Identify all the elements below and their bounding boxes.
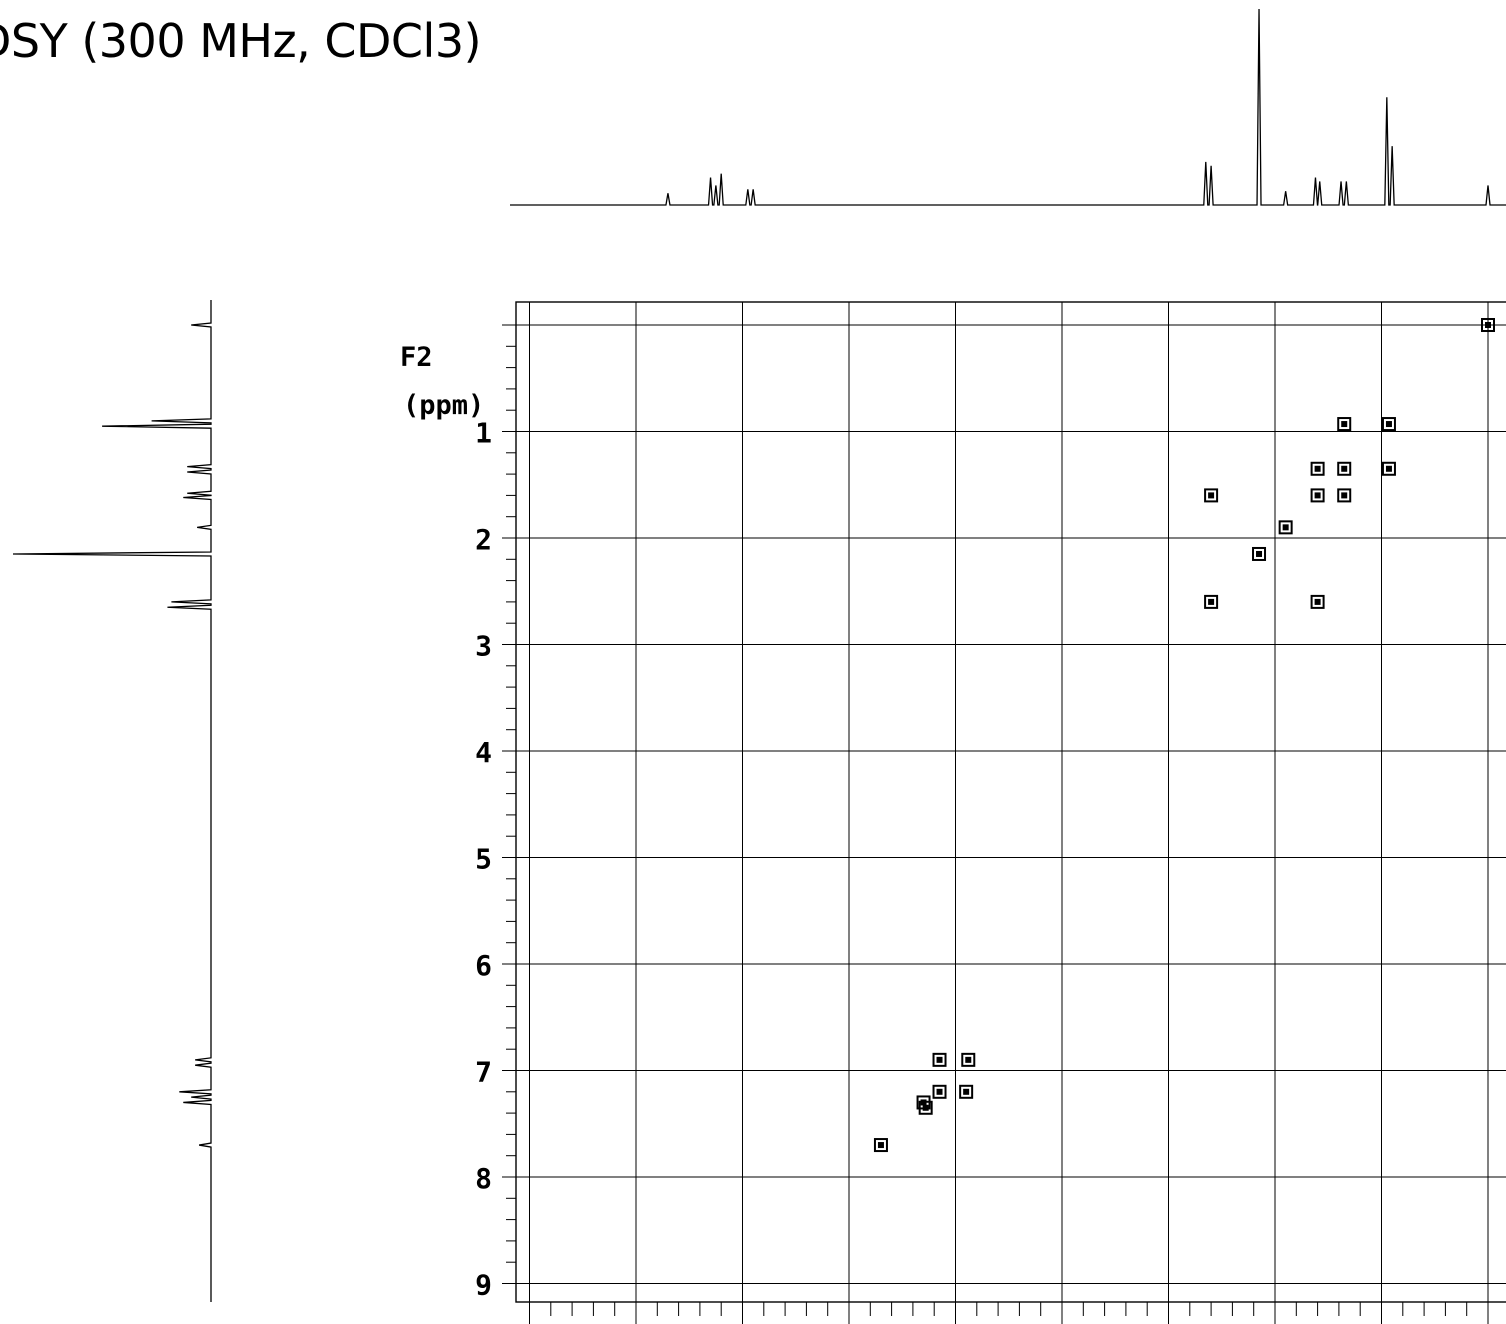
cross-peak-contour [932,1052,947,1067]
y-tick-label: 6 [475,949,492,982]
cross-peak [1278,520,1293,535]
cross-peak [1310,594,1325,609]
cross-peak [1337,488,1352,503]
cross-peak [932,1084,947,1099]
cross-peak-core [936,1088,943,1095]
cross-peak [1337,417,1352,432]
top-spectrum-trace [510,8,1506,206]
cross-peak-core [963,1088,970,1095]
cross-peak-contour [1204,488,1219,503]
cross-peak [1381,461,1396,476]
cross-peak [1252,546,1267,561]
y-tick-label: 4 [475,736,492,769]
y-axis-label-line1: F2 [400,342,433,373]
cross-peak-core [1314,465,1321,472]
cross-peak [1310,488,1325,503]
cross-peak [873,1138,888,1153]
y-tick-label: 5 [475,843,492,876]
cross-peak-contour [1310,461,1325,476]
minor-ticks [502,324,1489,1324]
cross-peak [1381,417,1396,432]
cross-peak [1310,461,1325,476]
cross-peak-core [1385,421,1392,428]
cross-peak-core [1208,492,1215,499]
y-tick-label: 9 [475,1269,492,1302]
cross-peak-contour [1381,461,1396,476]
cross-peak-contour [1337,488,1352,503]
cross-peak-contour [1310,488,1325,503]
cross-peak-contour [961,1052,976,1067]
cross-peak-contour [1310,594,1325,609]
cross-peak-contour [1252,546,1267,561]
cross-peak-contour [932,1084,947,1099]
cross-peak [932,1052,947,1067]
cross-peak-core [1485,322,1491,328]
cross-peak [1337,461,1352,476]
cross-peak-core [877,1142,884,1149]
grid [516,302,1506,1302]
top-projection-spectrum [510,8,1506,206]
cross-peak-contour [1381,417,1396,432]
cross-peak [1481,318,1495,332]
cross-peak [1204,594,1219,609]
cross-peak-core [965,1056,972,1063]
y-tick-labels: 1 2 3 4 5 6 7 8 9 [475,417,492,1302]
cross-peak-contour [959,1084,974,1099]
cross-peaks [873,318,1495,1153]
cross-peak-core [1208,598,1215,605]
left-projection-spectrum [12,300,212,1302]
cross-peak-contour [918,1100,933,1115]
cross-peak-core [1314,492,1321,499]
cross-peak-core [1385,465,1392,472]
cross-peak [961,1052,976,1067]
cross-peak-core [1341,465,1348,472]
cross-peak-contour [1481,318,1495,332]
plot-frame [515,301,1506,1303]
y-axis-label-line2: (ppm) [403,390,484,421]
cross-peak-core [1256,550,1263,557]
y-tick-label: 7 [475,1056,492,1089]
y-tick-label: 8 [475,1162,492,1195]
cross-peak-core [1314,598,1321,605]
cross-peak [959,1084,974,1099]
y-tick-label: 3 [475,630,492,663]
cross-peak [1204,488,1219,503]
cross-peak-core [1282,524,1289,531]
cross-peak-core [1341,492,1348,499]
left-spectrum-trace [12,300,212,1302]
y-tick-label: 2 [475,523,492,556]
y-tick-label: 1 [475,417,492,450]
cross-peak-core [936,1056,943,1063]
cross-peak [918,1100,933,1115]
cross-peak-contour [1337,417,1352,432]
chart-title: DSY (300 MHz, CDCl3) [0,14,482,68]
cross-peak-contour [1337,461,1352,476]
cross-peak-contour [873,1138,888,1153]
cross-peak-core [1341,421,1348,428]
cross-peak-core [922,1104,929,1111]
cross-peak-contour [1278,520,1293,535]
cross-peak-contour [1204,594,1219,609]
plot-border [515,301,1506,1303]
